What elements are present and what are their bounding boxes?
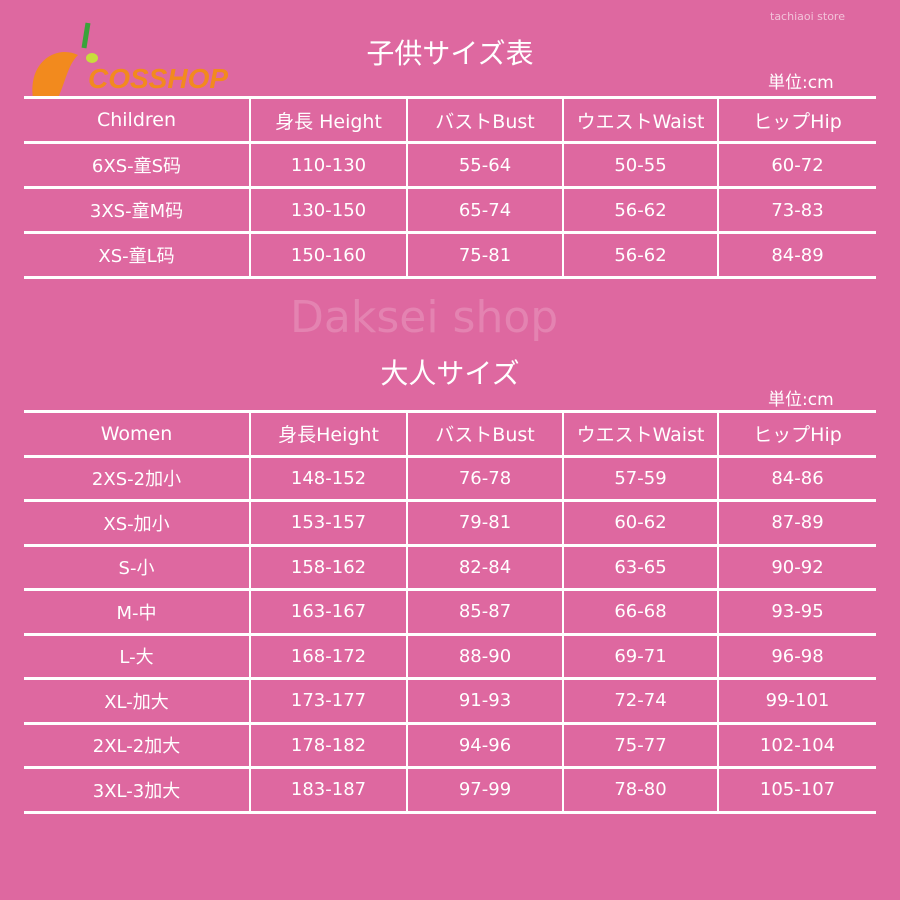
table-row: S-小 158-162 82-84 63-65 90-92 (24, 543, 876, 591)
table-cell: 91-93 (406, 677, 563, 725)
table-row: M-中 163-167 85-87 66-68 93-95 (24, 588, 876, 636)
table-cell: 6XS-童S码 (24, 141, 250, 189)
table-cell: 2XS-2加小 (24, 454, 250, 502)
table-cell: 183-187 (249, 766, 407, 814)
table-cell: 99-101 (717, 677, 876, 725)
cosshop-logo: COSSHOP (32, 22, 228, 98)
children-title: 子供サイズ表 (366, 37, 534, 70)
table-cell: 84-86 (717, 454, 876, 502)
table-cell: 76-78 (406, 454, 563, 502)
column-header: 身長Height (249, 410, 407, 458)
table-cell: 94-96 (406, 721, 563, 769)
table-cell: XS-童L码 (24, 231, 250, 279)
table-cell: 66-68 (562, 588, 718, 636)
table-cell: 90-92 (717, 543, 876, 591)
column-header: ウエストWaist (562, 410, 718, 458)
table-cell: 105-107 (717, 766, 876, 814)
table-cell: 148-152 (249, 454, 407, 502)
table-cell: 168-172 (249, 632, 407, 680)
table-cell: 50-55 (562, 141, 718, 189)
table-cell: 158-162 (249, 543, 407, 591)
table-cell: 97-99 (406, 766, 563, 814)
table-cell: 150-160 (249, 231, 407, 279)
table-cell: 85-87 (406, 588, 563, 636)
column-header: Women (24, 410, 250, 458)
column-header: 身長 Height (249, 96, 407, 144)
table-cell: 110-130 (249, 141, 407, 189)
table-cell: 79-81 (406, 499, 563, 547)
table-cell: 72-74 (562, 677, 718, 725)
column-header: ヒップHip (717, 96, 876, 144)
table-cell: 163-167 (249, 588, 407, 636)
table-cell: L-大 (24, 632, 250, 680)
table-cell: S-小 (24, 543, 250, 591)
table-cell: 56-62 (562, 186, 718, 234)
table-cell: 78-80 (562, 766, 718, 814)
table-cell: 82-84 (406, 543, 563, 591)
svg-text:COSSHOP: COSSHOP (88, 63, 228, 94)
table-header-row: Children 身長 Height バストBust ウエストWaist ヒップHip (24, 96, 876, 144)
store-watermark: tachiaoi store (770, 10, 845, 23)
table-row: 2XL-2加大 178-182 94-96 75-77 102-104 (24, 721, 876, 769)
table-row: L-大 168-172 88-90 69-71 96-98 (24, 632, 876, 680)
table-cell: 55-64 (406, 141, 563, 189)
table-cell: 3XS-童M码 (24, 186, 250, 234)
table-cell: 60-62 (562, 499, 718, 547)
table-row: 2XS-2加小 148-152 76-78 57-59 84-86 (24, 454, 876, 502)
table-row: 6XS-童S码 110-130 55-64 50-55 60-72 (24, 141, 876, 189)
table-cell: 57-59 (562, 454, 718, 502)
table-cell: 75-81 (406, 231, 563, 279)
table-cell: 88-90 (406, 632, 563, 680)
adult-title: 大人サイズ (380, 357, 520, 390)
column-header: バストBust (406, 96, 563, 144)
table-cell: XS-加小 (24, 499, 250, 547)
column-header: ウエストWaist (562, 96, 718, 144)
column-header: バストBust (406, 410, 563, 458)
table-cell: 93-95 (717, 588, 876, 636)
adult-unit: 単位:cm (768, 390, 834, 410)
table-row: 3XL-3加大 183-187 97-99 78-80 105-107 (24, 766, 876, 814)
table-cell: 56-62 (562, 231, 718, 279)
column-header: ヒップHip (717, 410, 876, 458)
table-cell: 153-157 (249, 499, 407, 547)
table-cell: 84-89 (717, 231, 876, 279)
table-cell: 2XL-2加大 (24, 721, 250, 769)
table-cell: 73-83 (717, 186, 876, 234)
table-cell: 96-98 (717, 632, 876, 680)
table-cell: 87-89 (717, 499, 876, 547)
table-cell: 102-104 (717, 721, 876, 769)
table-cell: M-中 (24, 588, 250, 636)
children-unit: 単位:cm (768, 73, 834, 93)
table-header-row: Women 身長Height バストBust ウエストWaist ヒップHip (24, 410, 876, 458)
table-row: XS-童L码 150-160 75-81 56-62 84-89 (24, 231, 876, 279)
table-cell: 65-74 (406, 186, 563, 234)
table-row: XL-加大 173-177 91-93 72-74 99-101 (24, 677, 876, 725)
table-cell: 3XL-3加大 (24, 766, 250, 814)
table-row: 3XS-童M码 130-150 65-74 56-62 73-83 (24, 186, 876, 234)
shop-watermark: Daksei shop (290, 292, 559, 343)
table-cell: 60-72 (717, 141, 876, 189)
children-size-table: Children 身長 Height バストBust ウエストWaist ヒップHip 6… (24, 96, 876, 279)
table-cell: 63-65 (562, 543, 718, 591)
table-cell: XL-加大 (24, 677, 250, 725)
table-cell: 69-71 (562, 632, 718, 680)
table-cell: 173-177 (249, 677, 407, 725)
table-cell: 130-150 (249, 186, 407, 234)
column-header: Children (24, 96, 250, 144)
table-cell: 75-77 (562, 721, 718, 769)
table-cell: 178-182 (249, 721, 407, 769)
adult-size-table: Women 身長Height バストBust ウエストWaist ヒップHip 2XS-2… (24, 410, 876, 814)
table-row: XS-加小 153-157 79-81 60-62 87-89 (24, 499, 876, 547)
